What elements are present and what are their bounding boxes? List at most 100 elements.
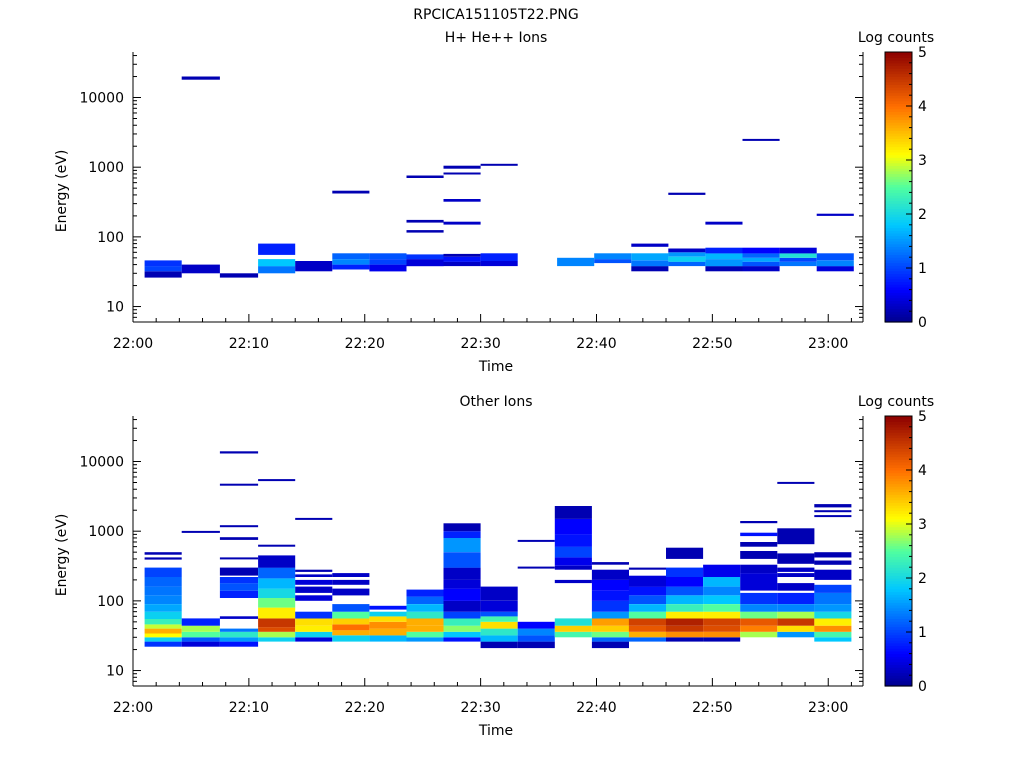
heatmap-cell bbox=[443, 631, 481, 638]
heatmap-cell bbox=[406, 637, 444, 642]
heatmap-cell bbox=[740, 532, 778, 537]
heatmap-cell bbox=[443, 618, 481, 626]
colorbar-frame bbox=[884, 415, 913, 687]
colorbar-swatch bbox=[885, 133, 912, 137]
x-tick-label: 23:00 bbox=[808, 700, 848, 716]
colorbar-swatch bbox=[885, 507, 912, 512]
colorbar-tick-label: 4 bbox=[918, 463, 927, 479]
heatmap-cell bbox=[332, 190, 370, 194]
colorbar-swatch bbox=[885, 594, 912, 598]
colorbar-swatch bbox=[885, 313, 912, 318]
heatmap-cell bbox=[480, 586, 518, 601]
heatmap-cell bbox=[144, 611, 182, 619]
y-axis-label: Energy (eV) bbox=[54, 150, 70, 233]
heatmap-cell bbox=[443, 261, 481, 267]
heatmap-cell bbox=[777, 553, 815, 564]
colorbar-swatch bbox=[885, 254, 912, 258]
heatmap-cell bbox=[742, 261, 780, 267]
colorbar-swatch bbox=[885, 259, 912, 264]
colorbar-swatch bbox=[885, 459, 912, 463]
colorbar-swatch bbox=[885, 292, 912, 296]
heatmap-cell bbox=[554, 518, 592, 535]
heatmap-cell bbox=[219, 525, 259, 528]
colorbar-swatch bbox=[885, 583, 912, 587]
colorbar-swatch bbox=[885, 278, 912, 283]
heatmap-cell bbox=[554, 618, 592, 626]
heatmap-cell bbox=[443, 579, 481, 589]
heatmap-cell bbox=[295, 631, 333, 638]
panel-h-he-ions: H+ He++ Ions Log counts Time Energy (eV)… bbox=[54, 30, 934, 375]
colorbar-swatch bbox=[885, 599, 912, 603]
heatmap-cell bbox=[369, 605, 407, 610]
heatmap-cell bbox=[631, 253, 669, 261]
heatmap-cell bbox=[703, 577, 741, 587]
colorbar-swatch bbox=[885, 68, 912, 72]
colorbar-swatch bbox=[885, 534, 912, 539]
heatmap-cell bbox=[777, 583, 815, 591]
heatmap-cell bbox=[144, 567, 182, 577]
colorbar-swatch bbox=[885, 60, 912, 64]
heatmap-cell bbox=[666, 577, 704, 587]
heatmap-cell bbox=[144, 586, 182, 596]
colorbar-swatch bbox=[885, 187, 912, 191]
colorbar-swatch bbox=[885, 92, 912, 96]
colorbar-swatch bbox=[885, 602, 912, 606]
heatmap-cell bbox=[814, 618, 852, 626]
colorbar-swatch bbox=[885, 664, 912, 668]
heatmap-cell bbox=[703, 631, 741, 638]
colorbar-swatch bbox=[885, 659, 912, 663]
colorbar-swatch bbox=[885, 297, 912, 301]
heatmap-cell bbox=[443, 637, 481, 642]
heatmap-cell bbox=[332, 630, 370, 636]
heatmap-cell bbox=[594, 259, 632, 264]
heatmap-cell bbox=[557, 257, 595, 267]
colorbar-label: Log counts bbox=[858, 394, 934, 410]
colorbar-swatch bbox=[885, 165, 912, 169]
colorbar-swatch bbox=[885, 445, 912, 449]
colorbar-swatch bbox=[885, 532, 912, 536]
heatmap-cell bbox=[219, 628, 259, 632]
colorbar-swatch bbox=[885, 305, 912, 310]
heatmap-cell bbox=[814, 552, 852, 558]
heatmap-cell bbox=[295, 569, 333, 572]
heatmap-cell bbox=[258, 243, 296, 255]
heatmap-cell bbox=[814, 625, 852, 632]
heatmap-cell bbox=[631, 266, 669, 272]
colorbar-swatch bbox=[885, 472, 912, 476]
colorbar-swatch bbox=[885, 162, 912, 166]
colorbar-swatch bbox=[885, 418, 912, 422]
heatmap-cell bbox=[480, 261, 518, 267]
heatmap-cell bbox=[480, 621, 518, 629]
colorbar-tick-label: 2 bbox=[918, 207, 927, 223]
colorbar-swatch bbox=[885, 626, 912, 630]
x-tick-label: 22:40 bbox=[576, 700, 616, 716]
colorbar-swatch bbox=[885, 89, 912, 94]
colorbar-swatch bbox=[885, 437, 912, 441]
heatmap-cell bbox=[628, 611, 666, 619]
heatmap-cell bbox=[480, 253, 518, 261]
x-tick-label: 22:50 bbox=[692, 700, 732, 716]
colorbar-swatch bbox=[885, 151, 912, 156]
colorbar-swatch bbox=[885, 251, 912, 256]
heatmap-cell bbox=[443, 552, 481, 568]
colorbar-swatch bbox=[885, 65, 912, 69]
colorbar-swatch bbox=[885, 160, 912, 164]
colorbar-swatch bbox=[885, 154, 912, 158]
colorbar-swatch bbox=[885, 135, 912, 139]
y-tick-label: 10 bbox=[106, 300, 124, 316]
heatmap-cell bbox=[628, 618, 666, 626]
heatmap-cell bbox=[631, 260, 669, 267]
x-tick-label: 22:20 bbox=[345, 700, 385, 716]
heatmap-cell bbox=[144, 628, 182, 634]
colorbar-swatch bbox=[885, 448, 912, 452]
colorbar-swatch bbox=[885, 578, 912, 582]
heatmap-cell bbox=[631, 243, 669, 247]
colorbar-swatch bbox=[885, 173, 912, 177]
heatmap-cell bbox=[258, 598, 296, 608]
colorbar-swatch bbox=[885, 591, 912, 595]
colorbar-swatch bbox=[885, 281, 912, 285]
heatmap-cell bbox=[777, 631, 815, 638]
heatmap-cell bbox=[740, 604, 778, 612]
colorbar-tick-label: 2 bbox=[918, 571, 927, 587]
heatmap-cell bbox=[740, 573, 778, 591]
